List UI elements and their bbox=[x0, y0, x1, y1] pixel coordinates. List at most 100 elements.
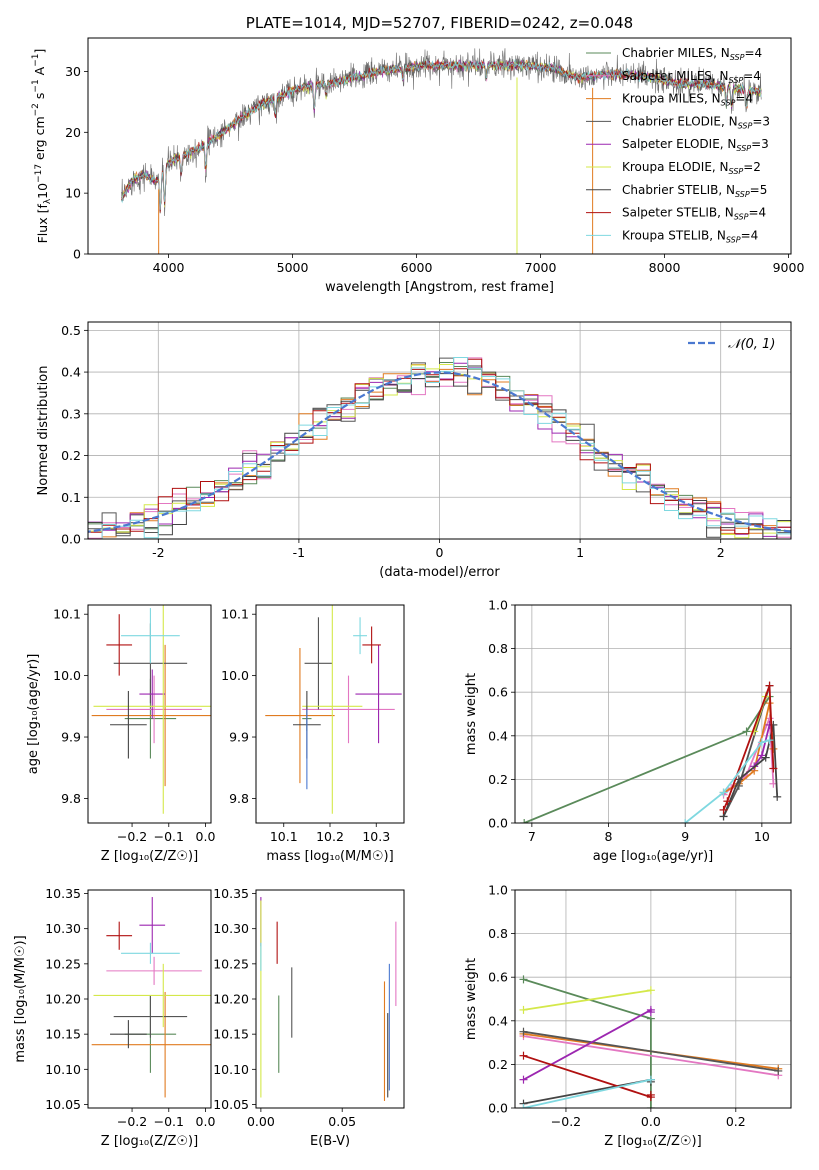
weight-line bbox=[523, 696, 771, 823]
weight_vs_Z-plot bbox=[519, 975, 783, 1108]
y-axis-label-part: 10 bbox=[35, 183, 50, 199]
y-tick-label: 20 bbox=[65, 125, 81, 140]
y-tick-label: 0.2 bbox=[488, 1057, 508, 1072]
age_vs_Z-axes: −0.2 −0.1 0.0 9.8 9.9 10.0 10.1 Z [log₁₀(Z/Z☉)]… bbox=[26, 604, 215, 864]
weight-line bbox=[523, 989, 652, 1011]
age_vs_mass-plot bbox=[265, 605, 402, 814]
x-tick-label: 0.0 bbox=[641, 1114, 661, 1129]
y-axis-label: age [log₁₀(age/yr)] bbox=[26, 654, 41, 775]
y-tick-label: 10.35 bbox=[45, 886, 81, 901]
age_vs_mass-axes: 10.1 10.2 10.3 9.8 9.9 10.0 10.1 mass [log₁₀(M/… bbox=[221, 604, 405, 864]
y-tick-label: 0.2 bbox=[488, 772, 508, 787]
y-tick-label: 0.1 bbox=[61, 490, 81, 505]
legend-entry: Kroupa MILES, NSSP=4 bbox=[622, 92, 753, 108]
x-tick-label: 2 bbox=[717, 545, 725, 560]
weight_vs_age-axes: 7 8 9 10 0.0 0.2 0.4 0.6 0.8 1.0 age [log₁₀(age/yr… bbox=[464, 598, 792, 864]
residuals-plot bbox=[88, 357, 791, 539]
legend-entry-name: Salpeter ELODIE, N bbox=[622, 137, 736, 151]
y-axis-label-part: −17 bbox=[34, 164, 44, 183]
y-tick-label: 0.2 bbox=[61, 448, 81, 463]
y-axis-label-part: s bbox=[32, 93, 47, 104]
x-tick-label: 0.05 bbox=[328, 1114, 356, 1129]
y-tick-label: 9.8 bbox=[61, 791, 81, 806]
y-tick-label: 10.20 bbox=[45, 992, 81, 1007]
x-axis-label: wavelength [Angstrom, rest frame] bbox=[325, 280, 554, 295]
y-tick-label: 10.0 bbox=[221, 668, 249, 683]
mass_vs_Z-axes: −0.2 −0.1 0.0 10.05 10.10 10.15 10.20 10.25 10.3… bbox=[13, 886, 215, 1149]
spectrum-model-line bbox=[121, 59, 762, 210]
y-tick-label: 10.25 bbox=[45, 956, 81, 971]
x-tick-label: 1 bbox=[576, 545, 584, 560]
y-tick-label: 10.0 bbox=[53, 668, 81, 683]
y-tick-label: 10.1 bbox=[221, 607, 249, 622]
legend-entry-sub: SSP bbox=[736, 144, 751, 153]
y-tick-label: 10.10 bbox=[45, 1062, 81, 1077]
x-axis-label: Z [log₁₀(Z/Z☉)] bbox=[604, 1134, 701, 1149]
y-tick-label: 0.0 bbox=[488, 816, 508, 831]
legend-entry-suffix: =3 bbox=[751, 137, 769, 151]
legend-entry-name: Chabrier ELODIE, N bbox=[622, 114, 738, 128]
mass_vs_ebv-frame bbox=[255, 889, 405, 1109]
weight-line bbox=[523, 1030, 779, 1072]
x-tick-label: 10 bbox=[754, 829, 770, 844]
x-tick-label: 6000 bbox=[401, 260, 433, 275]
mass_vs_Z-frame bbox=[87, 889, 212, 1109]
residuals-axes: -2 -1 0 1 2 0.0 0.1 0.2 0.3 0.4 0.5 (data-model)/er… bbox=[36, 321, 792, 580]
legend-entry-name: Kroupa STELIB, N bbox=[622, 228, 726, 242]
y-tick-label: 10.15 bbox=[213, 1027, 249, 1042]
legend-entry: Kroupa ELODIE, NSSP=2 bbox=[622, 160, 761, 176]
y-tick-label: 10.05 bbox=[45, 1097, 81, 1112]
legend-entry-name: Chabrier STELIB, N bbox=[622, 183, 735, 197]
legend-entry-name: Kroupa ELODIE, N bbox=[622, 160, 729, 174]
y-axis-label: Flux [fλ10−17 erg cm−2 s−1 A−1] bbox=[31, 49, 53, 244]
legend-entry-name: Salpeter MILES, N bbox=[622, 69, 729, 83]
y-axis-label-part: λ bbox=[43, 198, 53, 204]
mass_vs_Z-plot bbox=[91, 897, 211, 1098]
y-tick-label: 0.3 bbox=[61, 406, 81, 421]
x-tick-label: −0.1 bbox=[154, 829, 184, 844]
weight_vs_Z-frame bbox=[514, 889, 792, 1109]
x-axis-label: Z [log₁₀(Z/Z☉)] bbox=[101, 849, 198, 864]
y-axis-label: mass [log₁₀(M/M☉)] bbox=[13, 935, 28, 1062]
legend-entry-suffix: =4 bbox=[735, 92, 753, 106]
x-tick-label: −0.2 bbox=[117, 829, 147, 844]
x-axis-label: Z [log₁₀(Z/Z☉)] bbox=[101, 1134, 198, 1149]
age_vs_mass-frame bbox=[255, 604, 405, 824]
x-tick-label: 10.1 bbox=[270, 829, 298, 844]
legend-entry-sub: SSP bbox=[729, 76, 744, 85]
legend-entry-sub: SSP bbox=[734, 213, 749, 222]
legend-entry: Salpeter MILES, NSSP=4 bbox=[622, 69, 761, 85]
y-tick-label: 10.30 bbox=[45, 921, 81, 936]
legend-entry-suffix: =3 bbox=[752, 114, 770, 128]
y-tick-label: 0.6 bbox=[488, 685, 508, 700]
histogram-step bbox=[88, 357, 791, 539]
x-axis-label: (data-model)/error bbox=[379, 565, 500, 580]
legend-entry-sub: SSP bbox=[721, 99, 736, 108]
legend-entry-sub: SSP bbox=[726, 235, 741, 244]
x-tick-label: 4000 bbox=[153, 260, 185, 275]
age_vs_Z-plot bbox=[91, 605, 211, 814]
legend-entry-sub: SSP bbox=[738, 121, 753, 130]
weight-line bbox=[523, 1078, 652, 1108]
gaussian-curve bbox=[88, 371, 791, 533]
weight-line bbox=[523, 1008, 652, 1081]
y-tick-label: 0.4 bbox=[488, 1013, 508, 1028]
legend-entry-sub: SSP bbox=[730, 53, 745, 62]
y-axis-label-part: Flux [f bbox=[35, 204, 50, 244]
y-tick-label: 10.20 bbox=[213, 992, 249, 1007]
x-tick-label: -1 bbox=[293, 545, 305, 560]
y-tick-label: 10.1 bbox=[53, 607, 81, 622]
mass_vs_ebv-plot bbox=[260, 897, 397, 1101]
legend-entry-sub: SSP bbox=[735, 190, 750, 199]
spectrum-frame bbox=[87, 37, 792, 255]
mass_vs_ebv-axes: 0.00 0.05 10.05 10.10 10.15 10.20 10.25 10.30 10… bbox=[213, 886, 405, 1149]
y-axis-label-part: −1 bbox=[31, 54, 41, 67]
y-axis-label: mass weight bbox=[464, 958, 479, 1040]
legend-entry-name: Kroupa MILES, N bbox=[622, 92, 721, 106]
y-tick-label: 0 bbox=[73, 247, 81, 262]
residuals-frame bbox=[87, 321, 792, 540]
x-axis-label: E(B-V) bbox=[310, 1134, 350, 1149]
y-tick-label: 9.9 bbox=[229, 730, 249, 745]
y-tick-label: 0.4 bbox=[488, 728, 508, 743]
